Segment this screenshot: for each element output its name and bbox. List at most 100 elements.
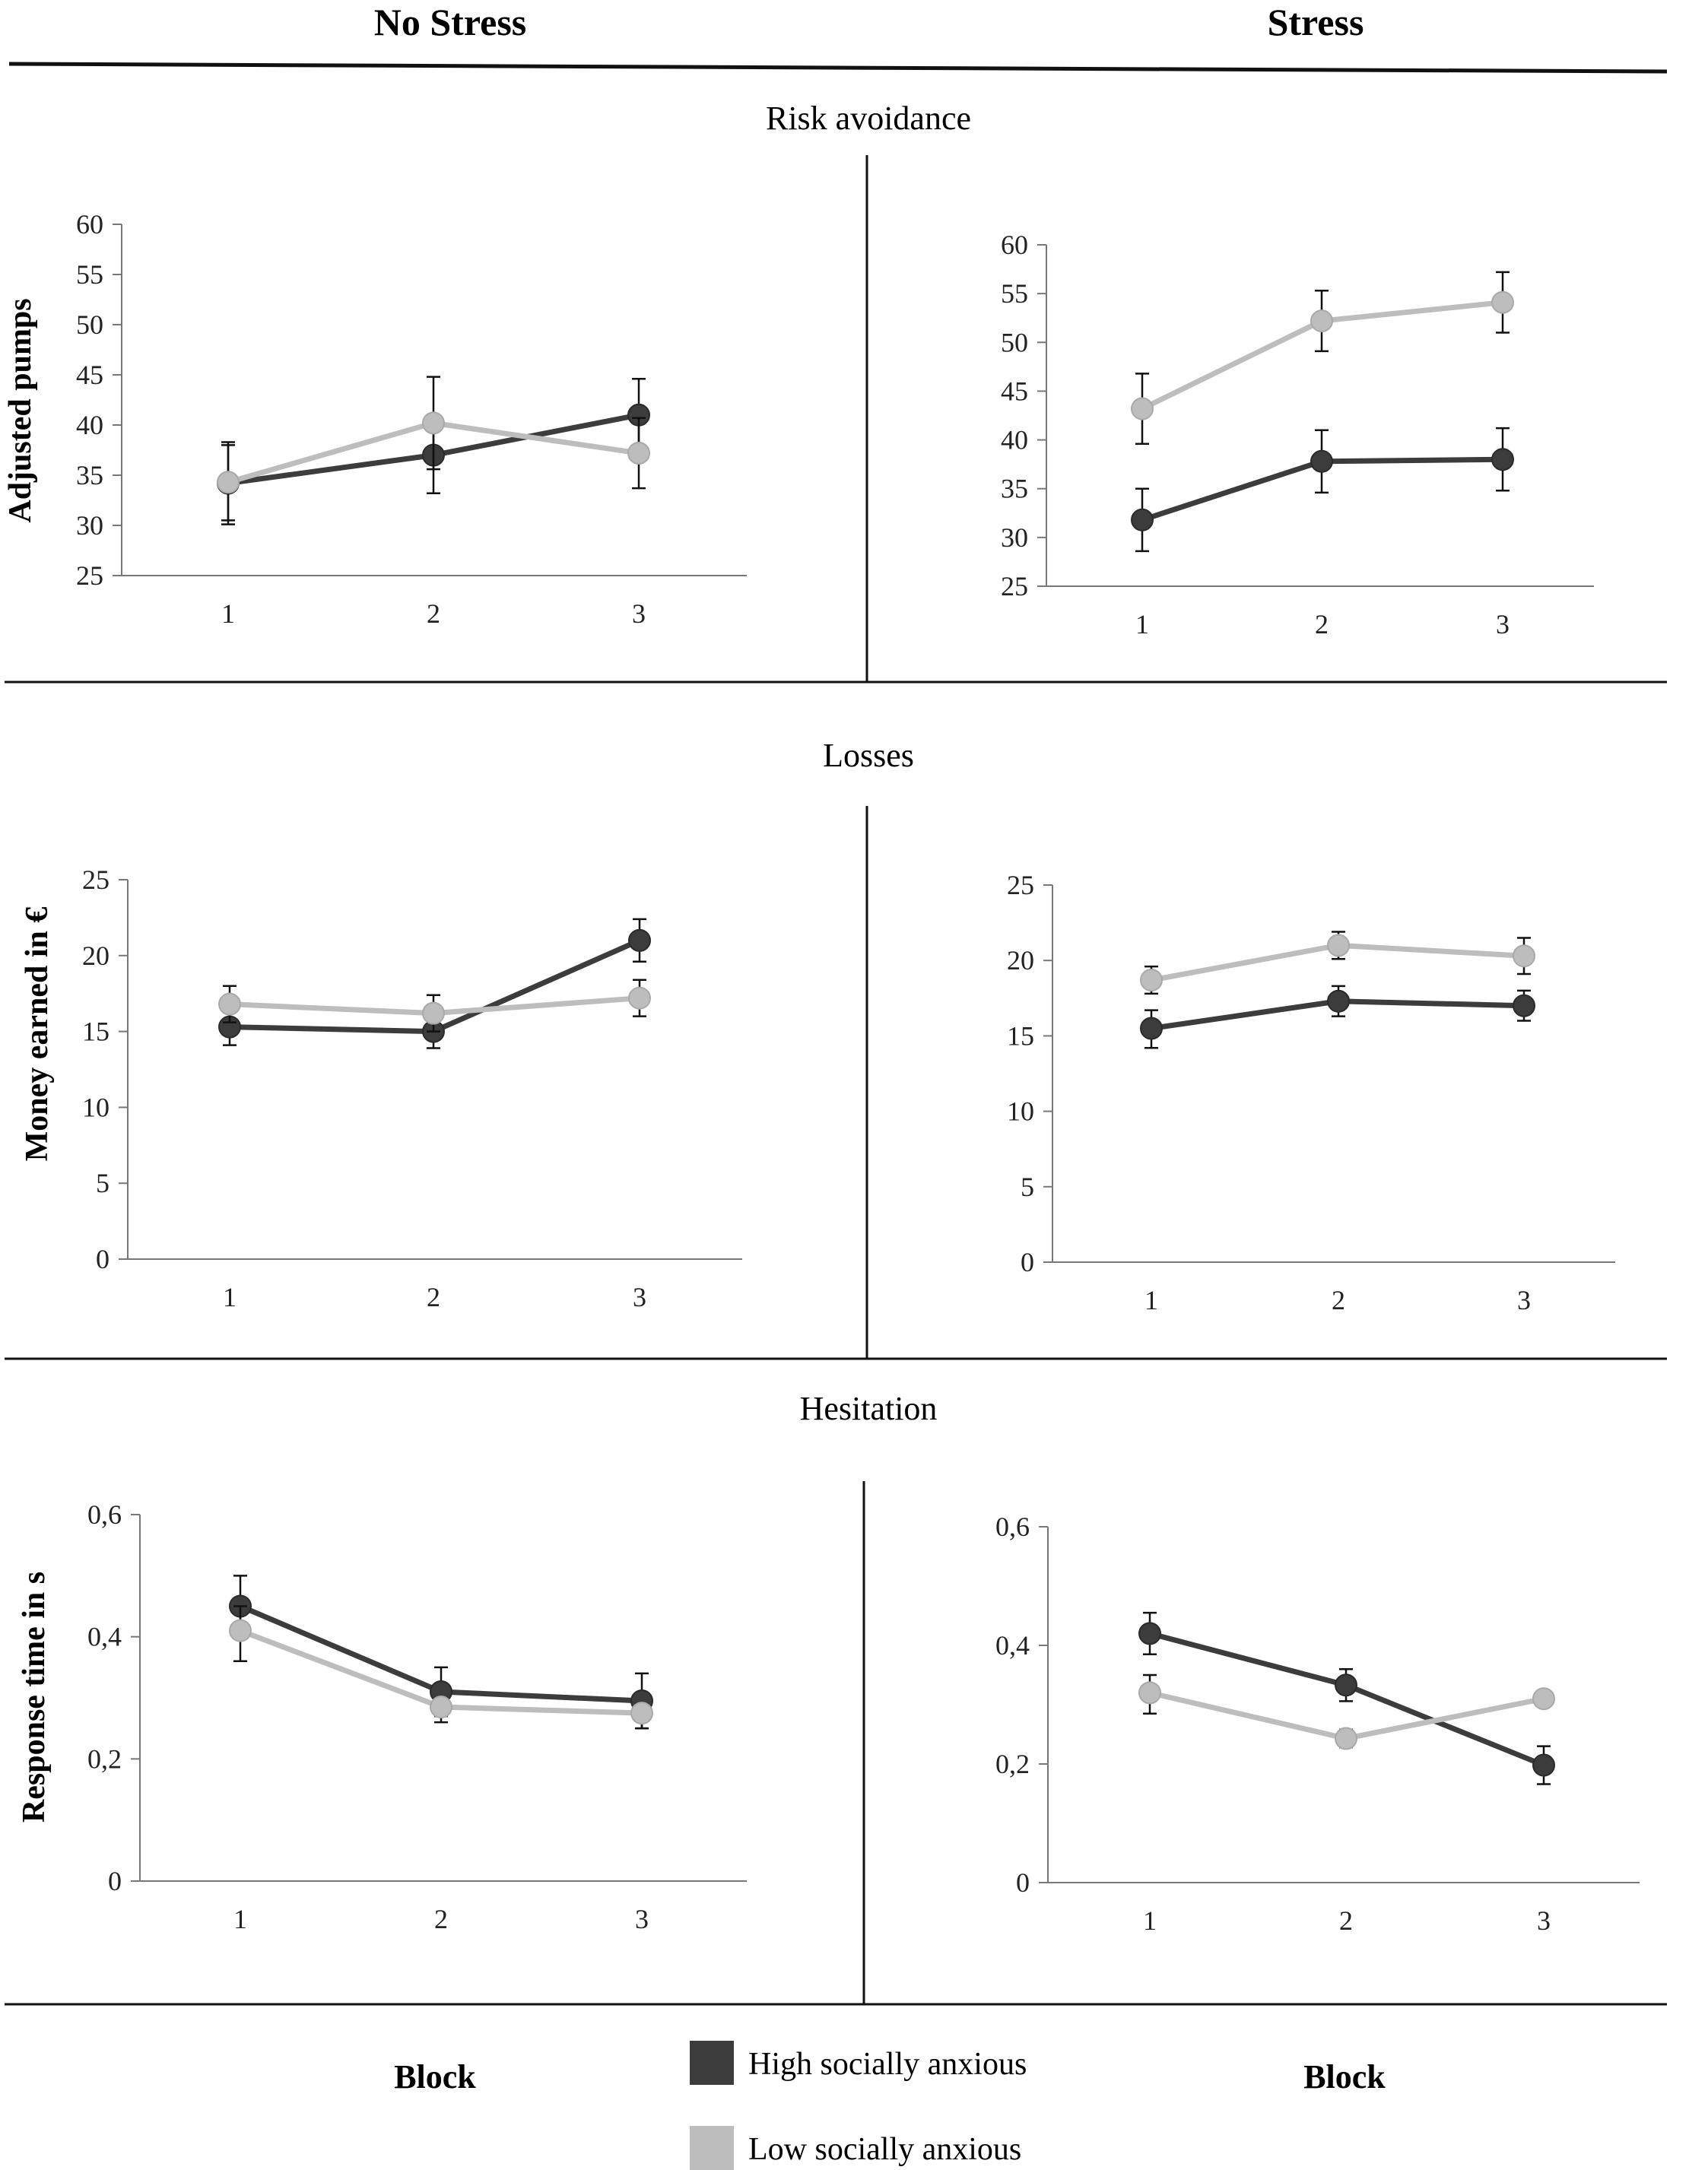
y-tick-label: 0,6 <box>995 1512 1030 1542</box>
x-tick-label: 3 <box>1517 1285 1531 1315</box>
data-point-low <box>1532 1687 1555 1711</box>
y-tick-label: 0,2 <box>995 1749 1030 1779</box>
chart-hesitation-no-stress: 0 0,2 0,4 0,6 1 2 3 <box>87 1499 747 1934</box>
y-tick-label: 10 <box>1007 1096 1034 1127</box>
x-tick-label: 1 <box>223 1282 237 1312</box>
series-low <box>1138 1674 1555 1750</box>
data-point-high <box>1138 1622 1161 1645</box>
x-tick-label: 3 <box>1496 609 1510 639</box>
data-point-low <box>630 1702 653 1725</box>
data-point-low <box>430 1696 452 1719</box>
y-tick-label: 45 <box>76 360 103 390</box>
data-point-high <box>1327 989 1350 1013</box>
y-tick-label: 25 <box>1007 870 1034 900</box>
x-tick-label: 1 <box>1135 609 1149 639</box>
y-tick-label: 40 <box>1001 425 1028 455</box>
data-point-low <box>1140 968 1163 991</box>
chart-losses-no-stress: 0 5 10 15 20 25 1 2 3 <box>82 865 742 1312</box>
data-point-high <box>1140 1017 1163 1040</box>
y-tick-label: 30 <box>1001 522 1028 553</box>
x-tick-label: 1 <box>1144 1285 1158 1315</box>
series-low <box>229 1605 653 1730</box>
column-header-stress: Stress <box>1268 1 1364 43</box>
series-high <box>1131 427 1514 553</box>
y-tick-label: 35 <box>1001 474 1028 504</box>
x-tick-label: 1 <box>221 598 235 629</box>
y-tick-label: 0,4 <box>995 1630 1030 1661</box>
y-tick-label: 50 <box>1001 327 1028 357</box>
x-tick-label: 1 <box>1143 1905 1157 1936</box>
y-tick-label: 25 <box>82 865 110 895</box>
y-tick-label: 20 <box>1007 945 1034 976</box>
y-tick-label: 20 <box>82 941 110 971</box>
data-point-low <box>1513 944 1535 968</box>
y-tick-label: 0,6 <box>87 1499 122 1530</box>
series-low <box>1131 271 1514 445</box>
y-tick-label: 15 <box>82 1017 110 1047</box>
y-axis-title-response-time: Response time in s <box>17 1572 52 1823</box>
column-header-no-stress: No Stress <box>374 1 526 43</box>
y-tick-label: 0,2 <box>87 1743 122 1774</box>
chart-risk-avoidance-no-stress: 25 30 35 40 45 50 55 60 1 2 3 <box>76 209 747 629</box>
y-tick-label: 40 <box>76 410 103 440</box>
data-point-low <box>1335 1727 1357 1750</box>
y-tick-label: 60 <box>76 209 103 240</box>
y-tick-label: 50 <box>76 309 103 340</box>
x-tick-label: 2 <box>427 1282 440 1312</box>
x-tick-label: 2 <box>1339 1905 1353 1936</box>
y-tick-label: 0 <box>1016 1867 1030 1898</box>
row-title-risk-avoidance: Risk avoidance <box>766 100 971 137</box>
data-point-high <box>1532 1753 1555 1777</box>
data-point-low <box>1327 934 1350 957</box>
series-low <box>1140 931 1535 995</box>
data-point-high <box>1131 508 1154 531</box>
chart-losses-stress: 0 5 10 15 20 25 1 2 3 <box>1007 870 1615 1315</box>
y-tick-label: 10 <box>82 1092 110 1122</box>
series-high <box>1140 985 1535 1049</box>
x-tick-label: 2 <box>427 598 440 629</box>
x-tick-label: 3 <box>635 1904 649 1934</box>
x-axis-title-block-right: Block <box>1303 2058 1386 2095</box>
y-tick-label: 5 <box>1021 1172 1034 1202</box>
data-point-low <box>217 471 240 494</box>
data-point-low <box>218 992 241 1016</box>
y-axis-title-adjusted-pumps: Adjusted pumps <box>3 298 38 522</box>
chart-risk-avoidance-stress: 25 30 35 40 45 50 55 60 1 2 3 <box>1001 230 1594 639</box>
y-tick-label: 0 <box>108 1866 122 1896</box>
data-point-high <box>1335 1674 1357 1697</box>
y-tick-label: 25 <box>76 560 103 591</box>
y-tick-label: 0 <box>96 1244 110 1274</box>
data-point-low <box>1310 309 1333 333</box>
data-point-low <box>628 986 651 1010</box>
x-tick-label: 1 <box>233 1904 247 1934</box>
y-tick-label: 35 <box>76 460 103 490</box>
x-tick-label: 2 <box>434 1904 448 1934</box>
row-title-hesitation: Hesitation <box>800 1390 938 1427</box>
data-point-low <box>229 1619 252 1642</box>
row-title-losses: Losses <box>823 737 914 774</box>
legend-label-low: Low socially anxious <box>748 2132 1021 2167</box>
data-point-high <box>628 928 651 952</box>
legend-swatch-high <box>690 2041 734 2085</box>
y-tick-label: 30 <box>76 510 103 541</box>
header-rule <box>8 62 1668 74</box>
x-tick-label: 2 <box>1332 1285 1345 1315</box>
y-tick-label: 15 <box>1007 1020 1034 1051</box>
data-point-low <box>1131 397 1154 420</box>
x-axis-title-block-left: Block <box>394 2058 476 2095</box>
series-low <box>217 376 650 522</box>
data-point-low <box>422 411 445 435</box>
data-point-high <box>1310 449 1333 473</box>
data-point-high <box>1491 448 1514 471</box>
series-high <box>218 918 651 1049</box>
data-point-high <box>1513 994 1535 1017</box>
x-tick-label: 3 <box>633 1282 646 1312</box>
y-tick-label: 55 <box>1001 278 1028 309</box>
y-tick-label: 0 <box>1021 1247 1034 1277</box>
data-point-low <box>627 441 650 465</box>
data-point-low <box>422 1001 445 1025</box>
chart-hesitation-stress: 0 0,2 0,4 0,6 1 2 3 <box>995 1512 1640 1936</box>
x-tick-label: 3 <box>632 598 646 629</box>
y-tick-label: 25 <box>1001 571 1028 601</box>
